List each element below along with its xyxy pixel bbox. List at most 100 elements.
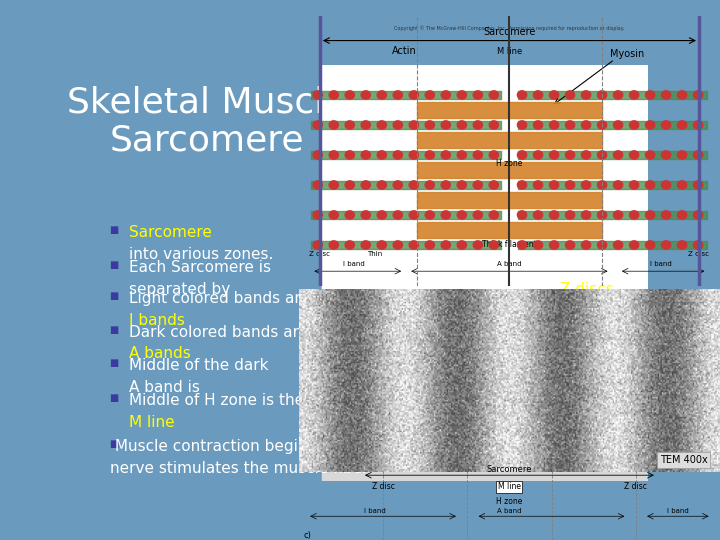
Circle shape: [393, 241, 402, 249]
Circle shape: [393, 181, 402, 189]
Text: Z disc: Z disc: [688, 251, 709, 257]
Circle shape: [313, 241, 323, 249]
Circle shape: [534, 151, 543, 159]
Circle shape: [678, 91, 687, 99]
Circle shape: [678, 151, 687, 159]
Circle shape: [534, 91, 543, 99]
Circle shape: [457, 181, 467, 189]
Bar: [90, 65, 322, 481]
Circle shape: [662, 181, 671, 189]
Circle shape: [693, 121, 703, 129]
Circle shape: [329, 181, 338, 189]
Text: ■: ■: [109, 260, 119, 270]
Circle shape: [598, 241, 607, 249]
Circle shape: [693, 241, 703, 249]
Circle shape: [598, 91, 607, 99]
Circle shape: [662, 121, 671, 129]
Text: ■: ■: [109, 393, 119, 403]
Circle shape: [345, 181, 354, 189]
Circle shape: [549, 181, 559, 189]
Circle shape: [361, 151, 370, 159]
Circle shape: [534, 211, 543, 219]
Circle shape: [582, 91, 590, 99]
Circle shape: [345, 91, 354, 99]
Circle shape: [441, 241, 451, 249]
Circle shape: [662, 241, 671, 249]
Circle shape: [645, 91, 654, 99]
Circle shape: [565, 241, 575, 249]
Circle shape: [313, 211, 323, 219]
Circle shape: [361, 211, 370, 219]
Circle shape: [409, 121, 418, 129]
Circle shape: [393, 91, 402, 99]
Circle shape: [565, 151, 575, 159]
Circle shape: [393, 151, 402, 159]
Circle shape: [598, 181, 607, 189]
Circle shape: [329, 121, 338, 129]
Text: Actin: Actin: [392, 46, 416, 56]
Text: into various zones.: into various zones.: [129, 246, 274, 261]
Circle shape: [549, 91, 559, 99]
Circle shape: [441, 91, 451, 99]
Circle shape: [613, 211, 623, 219]
Circle shape: [473, 91, 482, 99]
Circle shape: [409, 151, 418, 159]
Text: TEM 400x: TEM 400x: [660, 455, 707, 465]
Circle shape: [361, 121, 370, 129]
Circle shape: [678, 121, 687, 129]
Text: nerve stimulates the muscle fiber.: nerve stimulates the muscle fiber.: [109, 461, 372, 476]
Circle shape: [361, 241, 370, 249]
Circle shape: [598, 151, 607, 159]
Text: Myosin: Myosin: [611, 50, 644, 59]
Text: Z disc: Z disc: [310, 251, 330, 257]
Circle shape: [629, 241, 639, 249]
Circle shape: [489, 151, 498, 159]
Circle shape: [393, 121, 402, 129]
Circle shape: [329, 211, 338, 219]
Circle shape: [629, 91, 639, 99]
Circle shape: [565, 181, 575, 189]
Circle shape: [377, 181, 387, 189]
Circle shape: [457, 91, 467, 99]
Text: Middle of the dark: Middle of the dark: [129, 358, 269, 373]
Circle shape: [645, 181, 654, 189]
Circle shape: [534, 121, 543, 129]
Circle shape: [329, 91, 338, 99]
Circle shape: [345, 211, 354, 219]
Circle shape: [518, 151, 526, 159]
Text: Z disc: Z disc: [372, 482, 395, 491]
Circle shape: [473, 211, 482, 219]
Text: is divided: is divided: [428, 225, 505, 240]
Circle shape: [662, 91, 671, 99]
Circle shape: [549, 151, 559, 159]
Circle shape: [613, 91, 623, 99]
Circle shape: [534, 181, 543, 189]
Text: Sarcomere: Sarcomere: [487, 465, 532, 474]
Circle shape: [549, 241, 559, 249]
Circle shape: [662, 211, 671, 219]
Circle shape: [549, 211, 559, 219]
Circle shape: [393, 211, 402, 219]
Circle shape: [457, 121, 467, 129]
Text: Skeletal Muscle
Sarcomere: Skeletal Muscle Sarcomere: [68, 85, 347, 158]
Circle shape: [598, 211, 607, 219]
Text: I band: I band: [364, 508, 385, 514]
Circle shape: [441, 151, 451, 159]
Circle shape: [645, 211, 654, 219]
Circle shape: [377, 211, 387, 219]
Circle shape: [409, 91, 418, 99]
Circle shape: [457, 151, 467, 159]
Circle shape: [518, 121, 526, 129]
Circle shape: [345, 121, 354, 129]
Circle shape: [598, 121, 607, 129]
Text: ■: ■: [109, 325, 119, 335]
Text: Dark colored bands are: Dark colored bands are: [129, 325, 308, 340]
Text: I band: I band: [343, 261, 364, 267]
Text: Thin: Thin: [367, 251, 382, 257]
Circle shape: [549, 121, 559, 129]
Circle shape: [473, 151, 482, 159]
Circle shape: [613, 241, 623, 249]
Text: A band is: A band is: [129, 380, 204, 395]
Circle shape: [629, 121, 639, 129]
Text: Z discs: Z discs: [560, 282, 613, 297]
